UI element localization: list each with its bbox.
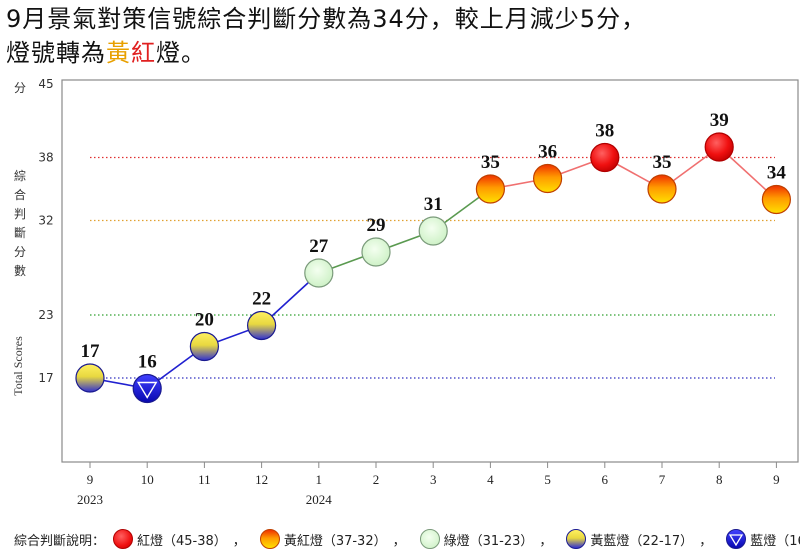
legend-item-yellow_blue: 黃藍燈（22-17） <box>558 529 693 549</box>
legend-separator: ， <box>539 533 553 549</box>
title-line-1: 9月景氣對策信號綜合判斷分數為34分，較上月減少5分， <box>6 5 647 33</box>
y-axis-label-zh: 綜合判斷分數 <box>14 169 26 278</box>
data-label: 39 <box>710 110 729 131</box>
data-label: 36 <box>538 142 557 163</box>
data-point-red <box>590 142 620 173</box>
data-point-green <box>418 216 448 246</box>
legend-swatch-blue-icon <box>726 529 747 549</box>
legend: 綜合判斷說明： 紅燈（45-38） ， 黃紅燈（37-32） ， 綠燈（31-23） ， 黃… <box>14 526 800 552</box>
plot-frame <box>61 79 799 463</box>
value-labels: 17 16 20 22 27 29 31 35 36 38 35 39 34 <box>81 110 787 373</box>
data-label: 31 <box>424 194 443 215</box>
x-tick-label: 2 <box>373 472 380 487</box>
data-label: 34 <box>767 163 787 184</box>
data-label: 17 <box>81 341 101 362</box>
legend-items: 紅燈（45-38） ， 黃紅燈（37-32） ， 綠燈（31-23） ， 黃藍燈（22-17… <box>105 529 800 549</box>
x-tick-label: 3 <box>430 472 437 487</box>
legend-title: 綜合判斷說明： <box>14 533 106 549</box>
legend-label: 紅燈（45-38） <box>137 533 227 549</box>
legend-label: 藍燈（16-9） <box>750 533 800 549</box>
data-label: 27 <box>309 236 329 257</box>
legend-item-yellow_red: 黃紅燈（37-32） <box>252 529 387 549</box>
y-tick-label: 17 <box>38 371 53 385</box>
data-point-yellow_red <box>761 184 792 215</box>
title-line-2-pre: 燈號轉為 <box>6 39 106 67</box>
x-tick-label: 4 <box>487 472 494 487</box>
chart-title: 9月景氣對策信號綜合判斷分數為34分，較上月減少5分， 燈號轉為黃紅燈。 <box>6 2 796 70</box>
blue-signal-triangle-icon <box>136 381 158 399</box>
legend-separator: ， <box>699 533 713 549</box>
title-line-2-post: 燈。 <box>156 39 206 67</box>
legend-label: 黃藍燈（22-17） <box>590 533 694 549</box>
data-label: 35 <box>653 152 672 173</box>
y-axis-label-en: Total Scores <box>11 336 25 396</box>
x-tick-label: 10 <box>141 472 154 487</box>
x-tick-label: 5 <box>544 472 551 487</box>
data-label: 22 <box>252 289 271 310</box>
legend-swatch-red-icon <box>113 529 134 549</box>
title-highlight-yellow: 黃 <box>106 39 131 67</box>
y-tick-label: 23 <box>38 308 53 322</box>
y-axis: 分 綜合判斷分數 Total Scores 17 23 32 38 45 <box>11 77 54 396</box>
x-tick-label: 7 <box>659 472 666 487</box>
data-point-green <box>361 237 391 267</box>
y-tick-label: 45 <box>38 77 53 91</box>
data-point-red <box>704 132 734 162</box>
data-label: 35 <box>481 152 500 173</box>
y-tick-label: 38 <box>38 151 53 165</box>
data-point-yellow_blue <box>247 310 277 341</box>
x-tick-label: 11 <box>198 472 211 487</box>
legend-item-red: 紅燈（45-38） <box>105 529 227 549</box>
data-point-yellow_blue <box>75 363 105 393</box>
data-label: 38 <box>595 121 614 142</box>
data-point-blue <box>132 373 162 404</box>
title-highlight-red: 紅 <box>131 39 156 67</box>
x-tick-label: 8 <box>716 472 723 487</box>
legend-separator: ， <box>392 533 406 549</box>
x-year-label: 2023 <box>77 492 103 507</box>
x-year-label: 2024 <box>306 492 333 507</box>
x-tick-label: 9 <box>773 472 780 487</box>
data-point-yellow_red <box>532 163 563 194</box>
data-label: 16 <box>138 352 157 373</box>
legend-swatch-green-icon <box>419 529 440 549</box>
legend-swatch-yellow_blue-icon <box>566 529 587 549</box>
data-label: 29 <box>367 215 386 236</box>
data-point-yellow_red <box>647 174 677 204</box>
title-line-2: 燈號轉為黃紅燈。 <box>6 36 796 70</box>
data-point-yellow_blue <box>189 331 219 362</box>
x-tick-label: 1 <box>316 472 323 487</box>
data-point-green <box>304 258 334 288</box>
series-points <box>75 132 792 404</box>
x-tick-label: 12 <box>255 472 268 487</box>
legend-label: 黃紅燈（37-32） <box>283 533 387 549</box>
legend-item-blue: 藍燈（16-9） <box>718 529 800 549</box>
legend-label: 綠燈（31-23） <box>443 533 534 549</box>
y-axis-unit: 分 <box>14 81 26 95</box>
legend-swatch-yellow_red-icon <box>259 529 280 549</box>
legend-separator: ， <box>232 533 246 549</box>
data-label: 20 <box>195 310 214 331</box>
x-tick-label: 6 <box>602 472 609 487</box>
y-tick-label: 32 <box>38 214 53 228</box>
data-point-yellow_red <box>475 174 505 204</box>
legend-item-green: 綠燈（31-23） <box>412 529 534 549</box>
x-tick-label: 9 <box>87 472 94 487</box>
